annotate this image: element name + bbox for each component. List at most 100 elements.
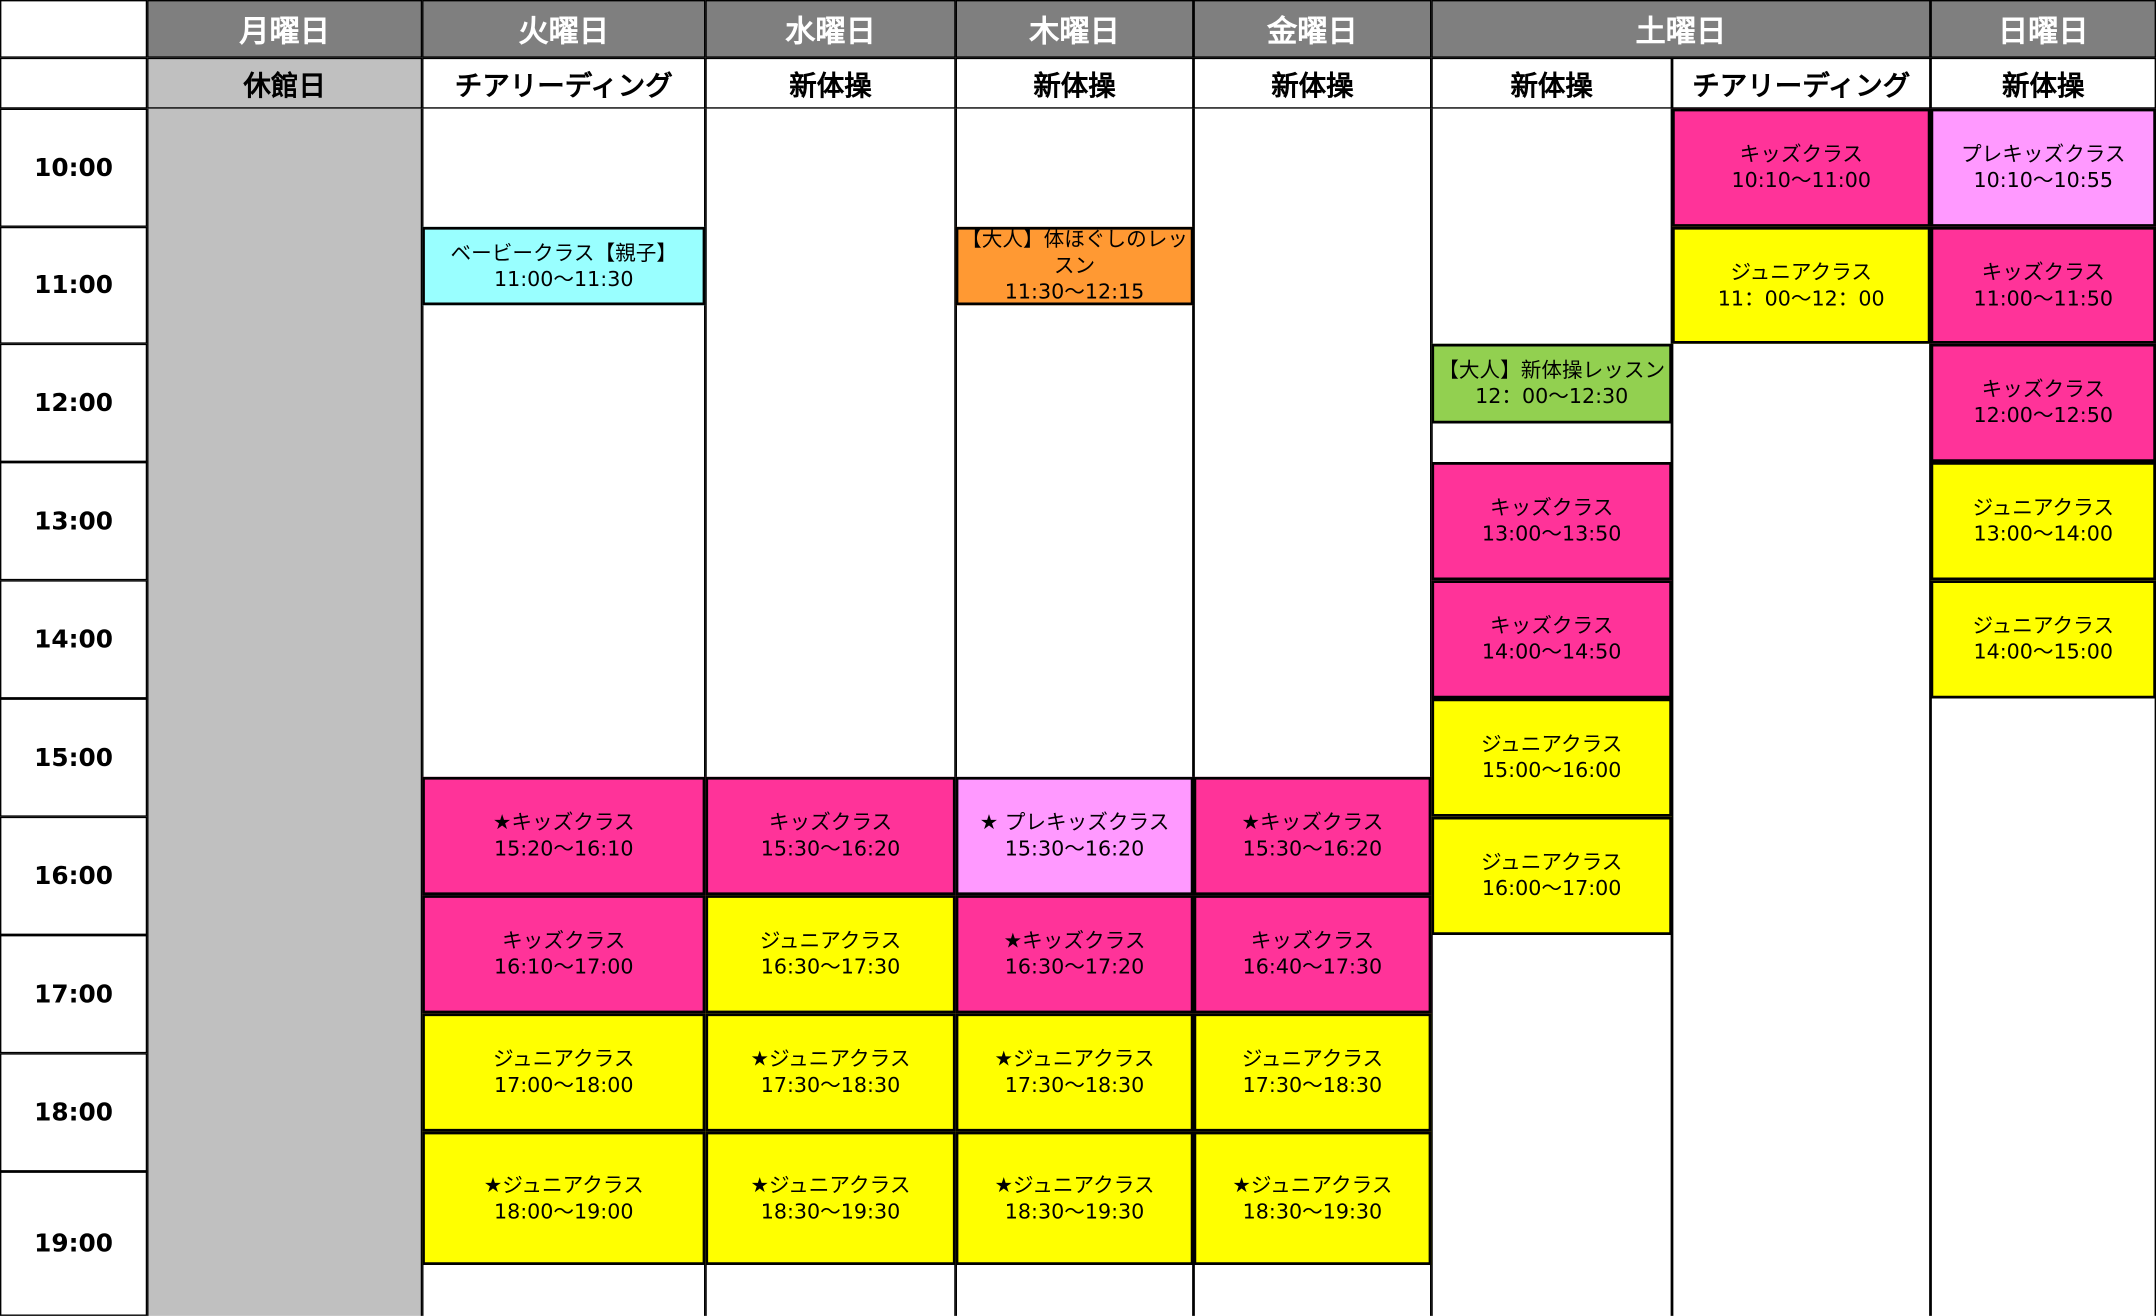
day-name: 水曜日 (785, 7, 876, 51)
day-header: 水曜日 (705, 0, 955, 58)
day-name: 金曜日 (1267, 7, 1358, 51)
class-title: キッズクラス (1740, 142, 1863, 168)
class-title: ジュニアクラス (1481, 850, 1622, 876)
class-time: 10:10～11:00 (1731, 168, 1871, 194)
class-title: キッズクラス (1490, 613, 1613, 639)
class-time: 11：00～12：00 (1718, 285, 1885, 311)
class-time: 12:00～12:50 (1973, 403, 2113, 429)
class-title: ジュニアクラス (1973, 613, 2114, 639)
subject-header: チアリーディング (1672, 58, 1931, 109)
class-title: ★キッズクラス (493, 810, 635, 836)
class-time: 14:00～14:50 (1482, 639, 1622, 665)
day-header: 土曜日 (1431, 0, 1930, 58)
class-title: ★ジュニアクラス (750, 1172, 910, 1198)
class-time: 15:30～16:20 (1243, 836, 1383, 862)
class-title: ジュニアクラス (493, 1046, 634, 1072)
class-title: ★ジュニアクラス (995, 1172, 1155, 1198)
time-label: 17:00 (34, 980, 113, 1009)
class-time: 16:30～17:30 (761, 954, 901, 980)
day-column (147, 109, 422, 1316)
time-label: 13:00 (34, 507, 113, 536)
class-time: 15:00～16:00 (1482, 758, 1622, 784)
subject: 新体操 (789, 63, 872, 103)
subject-header: 休館日 (147, 58, 422, 109)
class-title: キッズクラス (1251, 928, 1374, 954)
class-time: 17:30～18:30 (1243, 1073, 1383, 1099)
subject: チアリーディング (1692, 63, 1910, 103)
subject-header: 新体操 (1431, 58, 1672, 109)
class-time: 18:30～19:30 (761, 1198, 901, 1224)
time-cell: 11:00 (0, 227, 147, 344)
subject: 新体操 (1510, 63, 1593, 103)
class-time: 13:00～13:50 (1482, 521, 1622, 547)
class-time: 15:30～16:20 (761, 836, 901, 862)
corner (0, 0, 147, 58)
subject: チアリーディング (455, 63, 673, 103)
subject-header: チアリーディング (422, 58, 705, 109)
class-time: 17:30～18:30 (1005, 1073, 1145, 1099)
class-time: 17:30～18:30 (761, 1073, 901, 1099)
time-cell: 17:00 (0, 935, 147, 1053)
time-label: 12:00 (34, 388, 113, 417)
class-time: 15:30～16:20 (1005, 836, 1145, 862)
class-time: 10:10～10:55 (1973, 168, 2113, 194)
class-title: ★ジュニアクラス (484, 1172, 644, 1198)
class-title: 【大人】体ほぐしのレッスン (958, 227, 1190, 279)
corner (0, 58, 147, 109)
day-header: 日曜日 (1931, 0, 2156, 58)
subject: 新体操 (1271, 63, 1354, 103)
day-name: 土曜日 (1636, 7, 1727, 51)
subject-header: 新体操 (1931, 58, 2156, 109)
subject: 新体操 (2002, 63, 2085, 103)
time-cell: 15:00 (0, 699, 147, 817)
class-title: ★ジュニアクラス (750, 1046, 910, 1072)
class-title: ジュニアクラス (760, 928, 901, 954)
time-label: 14:00 (34, 625, 113, 654)
day-name: 日曜日 (1998, 7, 2089, 51)
subject: 新体操 (1033, 63, 1116, 103)
day-name: 木曜日 (1029, 7, 1120, 51)
class-title: キッズクラス (1490, 495, 1613, 521)
subject-header: 新体操 (705, 58, 955, 109)
time-label: 16:00 (34, 861, 113, 890)
class-title: ジュニアクラス (1242, 1046, 1383, 1072)
class-title: ★ プレキッズクラス (980, 810, 1170, 836)
day-header: 月曜日 (147, 0, 422, 58)
time-label: 15:00 (34, 743, 113, 772)
time-label: 18:00 (34, 1098, 113, 1127)
subject-header: 新体操 (1194, 58, 1432, 109)
time-cell: 18:00 (0, 1053, 147, 1171)
class-time: 16:10～17:00 (494, 954, 634, 980)
time-label: 10:00 (34, 153, 113, 182)
class-block: ベービークラス【親子】11:00～11:30 (422, 227, 705, 305)
time-label: 19:00 (34, 1229, 113, 1258)
subject: 休館日 (243, 63, 326, 103)
class-time: 16:40～17:30 (1243, 954, 1383, 980)
class-title: ベービークラス【親子】 (451, 240, 677, 266)
class-title: キッズクラス (502, 928, 625, 954)
class-title: キッズクラス (1982, 259, 2105, 285)
day-header: 木曜日 (956, 0, 1194, 58)
class-time: 11:00～11:30 (494, 266, 634, 292)
day-name: 火曜日 (518, 7, 609, 51)
time-cell: 10:00 (0, 109, 147, 227)
